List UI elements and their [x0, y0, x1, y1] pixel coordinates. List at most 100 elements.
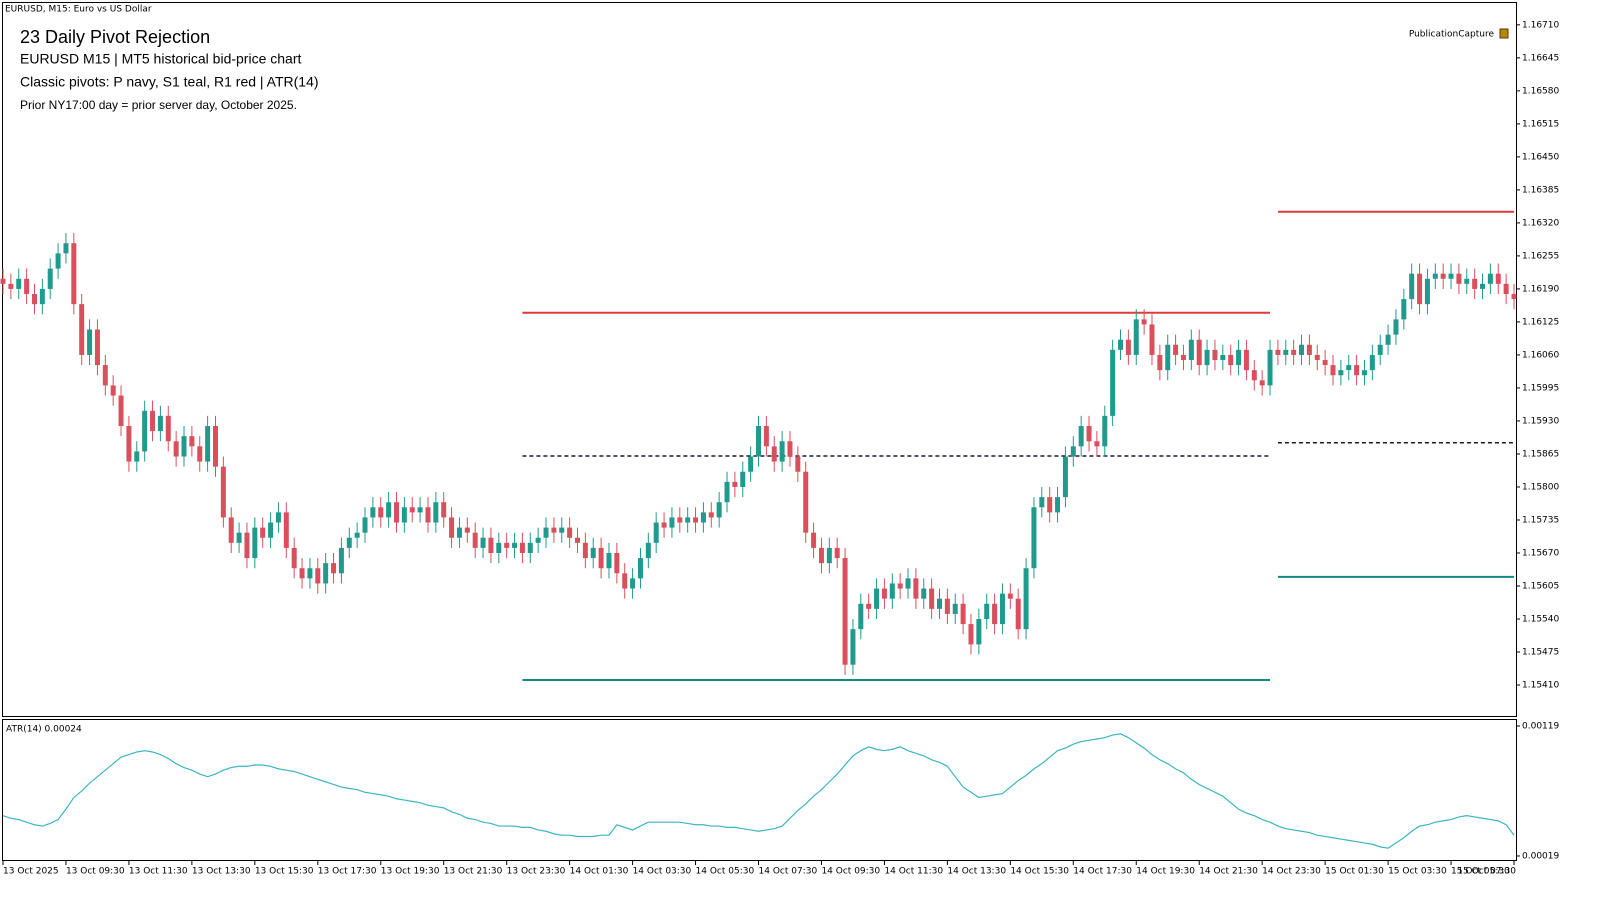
candle-body [803, 471, 809, 533]
chart-subtitle: EURUSD M15 | MT5 historical bid-price ch… [20, 51, 301, 67]
candle-body [0, 278, 6, 284]
candle-body [496, 542, 502, 553]
candle-body [417, 507, 423, 513]
candle-body [1236, 349, 1242, 366]
candle-body [1393, 319, 1399, 335]
x-tick-label: 14 Oct 09:30 [821, 867, 880, 877]
candle-body [622, 573, 628, 589]
y-tick-label: 1.16385 [1522, 185, 1559, 195]
x-tick-label: 14 Oct 01:30 [570, 867, 629, 877]
candle-body [756, 426, 761, 457]
candle-body [1149, 324, 1155, 355]
x-tick-label: 14 Oct 19:30 [1136, 867, 1195, 877]
candle-body [71, 243, 77, 305]
candle-body [1133, 319, 1139, 355]
candle-body [488, 537, 494, 553]
candle-body [512, 542, 518, 548]
candle-body [598, 547, 604, 569]
candle-body [795, 456, 801, 472]
y-tick-label: 1.15735 [1522, 515, 1559, 525]
candle-body [1385, 334, 1391, 345]
candle-body [1157, 354, 1163, 371]
candle-body [504, 542, 510, 548]
candle-body [1220, 354, 1226, 361]
candle-body [425, 507, 431, 523]
y-tick-label: 1.15800 [1522, 482, 1559, 492]
candle-body [976, 619, 982, 645]
y-tick-label: 1.15475 [1522, 648, 1559, 658]
candle-body [1361, 370, 1367, 376]
candle-body [889, 583, 895, 599]
atr-label: ATR(14) 0.00024 [6, 725, 82, 735]
candle-body [370, 507, 376, 518]
y-tick-label: 1.16580 [1522, 86, 1559, 96]
candle-body [307, 568, 313, 579]
candle-body [1377, 344, 1383, 355]
candle-body [811, 532, 817, 548]
x-tick-label: 14 Oct 11:30 [884, 867, 943, 877]
y-tick-label: 1.15995 [1522, 383, 1559, 393]
candle-body [582, 542, 588, 559]
candle-body [732, 481, 738, 487]
capture-icon [1499, 28, 1509, 39]
candle-body [1243, 349, 1249, 371]
candle-body [8, 283, 14, 289]
candle-body [1173, 344, 1179, 355]
candle-body [464, 527, 470, 533]
x-tick-label: 13 Oct 23:30 [507, 867, 566, 877]
candle-body [1165, 344, 1171, 371]
candle-body [842, 558, 848, 665]
candle-body [1251, 370, 1257, 381]
candle-body [1259, 380, 1265, 386]
candle-body [480, 537, 486, 548]
candle-body [252, 527, 258, 559]
candle-body [748, 456, 754, 472]
candle-body [228, 517, 234, 543]
candle-body [818, 547, 824, 564]
y-tick-label: 1.16190 [1522, 284, 1559, 294]
candle-body [952, 603, 958, 614]
candle-body [1330, 365, 1336, 376]
candle-body [87, 329, 93, 355]
candle-body [1322, 360, 1328, 366]
candle-body [433, 502, 439, 523]
candle-body [685, 517, 691, 523]
candle-body [921, 588, 927, 599]
candle-body [1228, 354, 1234, 366]
candle-body [47, 268, 53, 289]
candle-body [1055, 497, 1061, 513]
capture-label: PublicationCapture [1409, 30, 1495, 40]
candle-body [1369, 354, 1375, 371]
candle-body [1472, 278, 1478, 289]
x-tick-label: 14 Oct 05:30 [696, 867, 755, 877]
y-tick-label: 1.15410 [1522, 681, 1559, 691]
atr-line [2, 733, 1515, 849]
candle-body [378, 507, 384, 518]
candle-body [1440, 273, 1446, 279]
candle-body [299, 568, 305, 579]
candle-body [393, 502, 399, 523]
candle-body [157, 415, 163, 432]
candle-body [1023, 568, 1029, 630]
candle-body [63, 243, 69, 254]
candle-body [779, 441, 785, 462]
candle-body [338, 547, 344, 574]
candle-body [590, 547, 596, 559]
annotation: Prior NY17:00 day = prior server day, Oc… [20, 98, 297, 112]
candle-body [260, 527, 266, 538]
candle-body [913, 578, 919, 599]
candle-body [661, 522, 667, 528]
annotation: Classic pivots: P navy, S1 teal, R1 red … [20, 74, 319, 90]
y-tick-label: 1.16515 [1522, 119, 1559, 129]
candle-body [441, 502, 447, 518]
main-frame [2, 2, 1517, 717]
atr-frame [2, 719, 1517, 861]
candle-body [669, 517, 675, 528]
candle-body [944, 598, 950, 614]
candle-body [1487, 273, 1493, 284]
candle-body [929, 588, 935, 609]
candle-body [1015, 598, 1021, 630]
candle-body [1424, 278, 1430, 305]
